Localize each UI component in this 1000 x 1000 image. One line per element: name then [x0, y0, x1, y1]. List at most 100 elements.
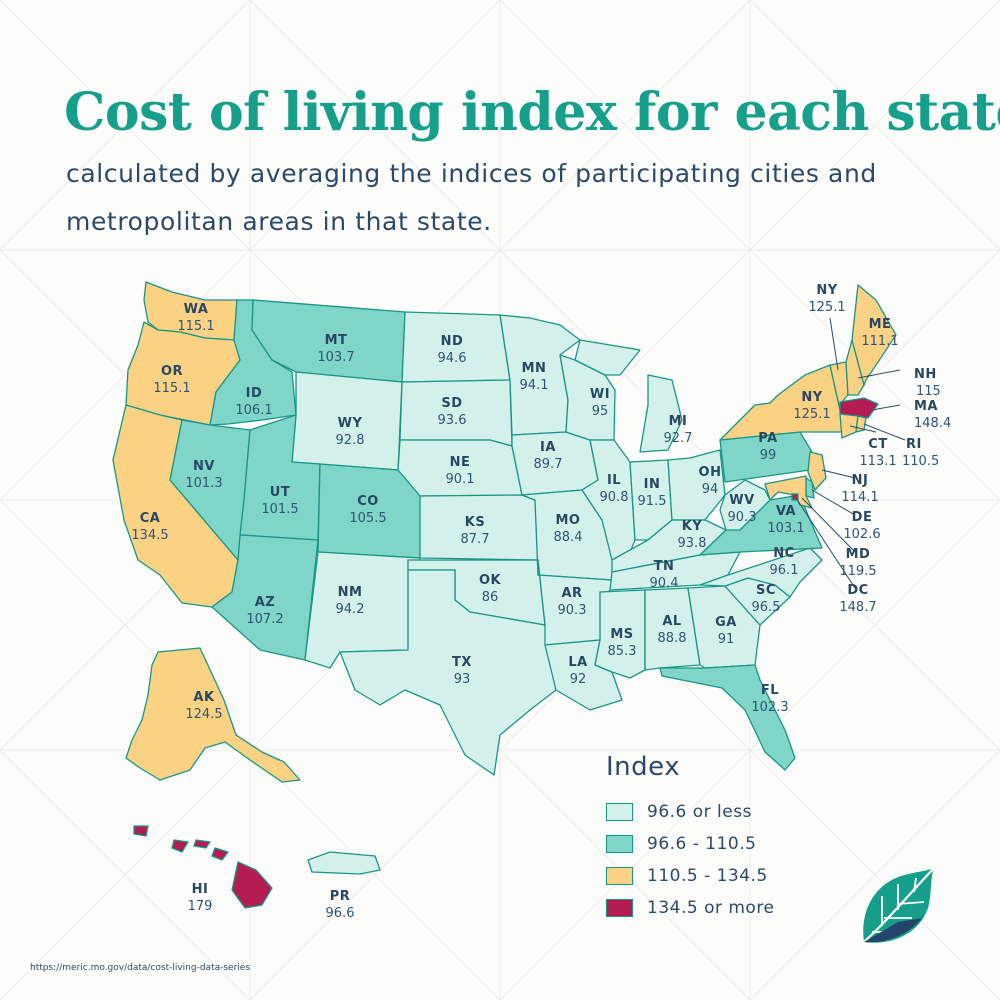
source-link[interactable]: https://meric.mo.gov/data/cost-living-da… [30, 963, 251, 973]
label-value-KY: 93.8 [678, 536, 707, 551]
label-abbr-MI: MI [669, 414, 688, 429]
state-HI [133, 825, 273, 909]
label-value-VA: 103.1 [767, 521, 804, 536]
label-value-RI: 110.5 [902, 454, 939, 469]
label-abbr-TN: TN [654, 559, 675, 574]
state-ME [851, 284, 897, 386]
label-abbr-RI: RI [906, 437, 922, 452]
label-value-OR: 115.1 [153, 381, 190, 396]
label-abbr-PA: PA [758, 431, 777, 446]
label-abbr-ID: ID [246, 386, 263, 401]
label-value-PA: 99 [760, 448, 777, 463]
label-value-NE: 90.1 [446, 472, 475, 487]
label-abbr-AZ: AZ [255, 595, 276, 610]
label-abbr-MA: MA [914, 399, 938, 414]
label-abbr-CT: CT [868, 437, 887, 452]
label-abbr-CO: CO [357, 494, 379, 509]
label-abbr-AL: AL [662, 614, 681, 629]
legend-label-tier4: 134.5 or more [647, 898, 775, 918]
state-NJ [807, 451, 827, 491]
label-value-DE: 102.6 [843, 527, 880, 542]
legend-item-tier3: 110.5 - 134.5 [606, 860, 774, 892]
label-abbr-OH: OH [699, 465, 722, 480]
label-value-WV: 90.3 [728, 510, 757, 525]
label-value-DC: 148.7 [839, 600, 876, 615]
label-value-MS: 85.3 [608, 644, 637, 659]
page-title: Cost of living index for each state [64, 82, 1000, 143]
label-value-MT: 103.7 [317, 350, 354, 365]
state-FL [659, 664, 796, 771]
label-abbr-NH: NH [914, 367, 937, 382]
label-abbr-MT: MT [325, 333, 348, 348]
label-value-CA: 134.5 [131, 528, 168, 543]
label-value-MD: 119.5 [839, 564, 876, 579]
label-value-TX: 93 [454, 672, 471, 687]
state-MA [839, 397, 879, 419]
label-abbr-DC: DC [847, 583, 868, 598]
label-abbr-PR: PR [330, 889, 351, 904]
state-VA [699, 494, 823, 556]
label-value-UT: 101.5 [261, 502, 298, 517]
label-abbr-MN: MN [522, 361, 547, 376]
legend-item-tier1: 96.6 or less [606, 796, 774, 828]
label-value-SC: 96.5 [752, 600, 781, 615]
state-TX [339, 569, 557, 776]
label-abbr-IL: IL [607, 473, 621, 488]
state-NY [719, 364, 843, 441]
legend-swatch-tier4 [606, 899, 633, 917]
label-abbr-WY: WY [338, 416, 363, 431]
legend-label-tier3: 110.5 - 134.5 [647, 866, 768, 886]
label-value-HI: 179 [188, 899, 213, 914]
label-abbr-NM: NM [338, 585, 363, 600]
state-CT [839, 413, 859, 439]
state-VT [829, 361, 849, 411]
label-abbr-ND: ND [441, 334, 464, 349]
label-abbr-LA: LA [568, 655, 587, 670]
state-labels: WA 115.1 OR 115.1 CA 134.5 ID 106.1 NV 1… [131, 283, 951, 921]
legend-item-tier4: 134.5 or more [606, 892, 774, 924]
label-value-OK: 86 [482, 590, 499, 605]
label-value-AK: 124.5 [185, 707, 222, 722]
label-abbr-NV: NV [193, 459, 215, 474]
label-abbr-WA: WA [184, 302, 209, 317]
label-abbr-UT: UT [270, 485, 290, 500]
label-abbr-SD: SD [441, 396, 462, 411]
legend-swatch-tier1 [606, 803, 633, 821]
label-abbr-WV: WV [729, 493, 754, 508]
label-value-WA: 115.1 [177, 319, 214, 334]
label-value-MO: 88.4 [554, 530, 583, 545]
label-abbr-DE: DE [852, 510, 873, 525]
legend-label-tier1: 96.6 or less [647, 802, 752, 822]
label-abbr-MO: MO [556, 513, 581, 528]
state-AZ [211, 534, 319, 661]
legend-label-tier2: 96.6 - 110.5 [647, 834, 757, 854]
label-value-FL: 102.3 [751, 700, 788, 715]
label-value-LA: 92 [570, 672, 587, 687]
label-abbr-HI: HI [192, 882, 209, 897]
callout-lines [795, 317, 906, 589]
legend-item-tier2: 96.6 - 110.5 [606, 828, 774, 860]
label-abbr-VA: VA [776, 504, 796, 519]
label-value-NM: 94.2 [336, 602, 365, 617]
label-abbr-OK: OK [479, 573, 502, 588]
label-abbr-TX: TX [452, 655, 472, 670]
label-value-IA: 89.7 [534, 457, 563, 472]
label-abbr-ME: ME [869, 317, 892, 332]
state-MI [574, 339, 683, 453]
label-abbr-IA: IA [540, 440, 556, 455]
label-value-NH: 115 [916, 384, 941, 399]
label-abbr-MS: MS [610, 627, 633, 642]
state-AK [125, 647, 301, 783]
label-value-ND: 94.6 [438, 351, 467, 366]
label-abbr-KS: KS [465, 515, 485, 530]
label-value-ME: 111.1 [861, 334, 898, 349]
label-value-OH: 94 [702, 482, 719, 497]
label-abbr-NJ: NJ [852, 473, 869, 488]
page-subtitle: calculated by averaging the indices of p… [66, 159, 877, 236]
label-value-MA: 148.4 [914, 416, 951, 431]
label-value-NY-callout: 125.1 [808, 300, 845, 315]
label-abbr-GA: GA [715, 615, 737, 630]
label-value-NC: 96.1 [770, 563, 799, 578]
label-value-WY: 92.8 [336, 433, 365, 448]
label-value-TN: 90.4 [650, 576, 679, 591]
